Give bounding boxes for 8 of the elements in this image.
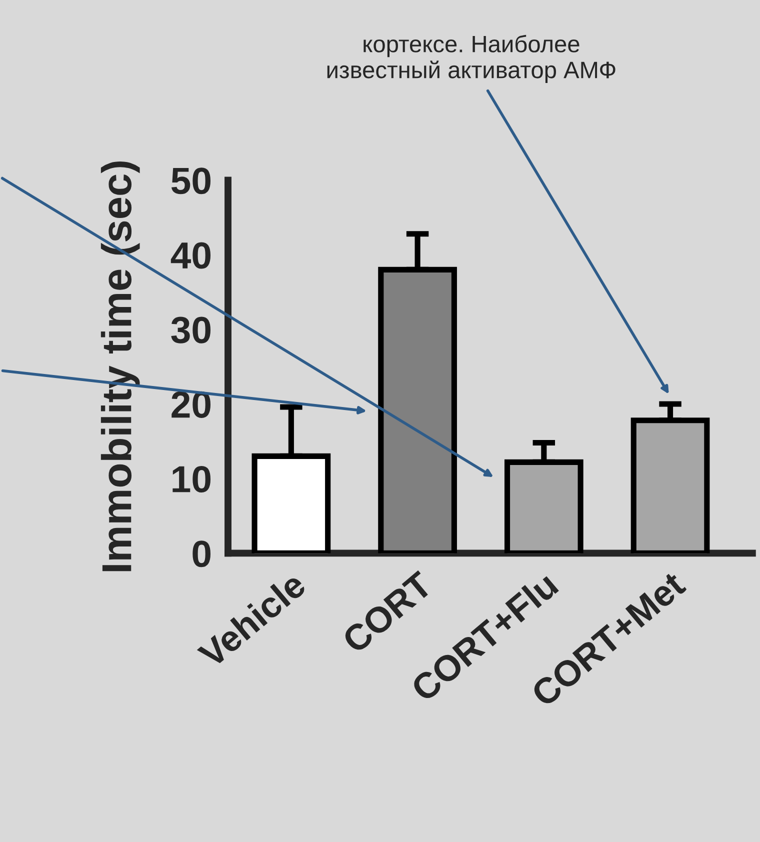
y-tick-label: 50 bbox=[171, 168, 210, 194]
y-tick-label: 0 bbox=[192, 540, 210, 568]
text: кортексе. Наиболее известный активатор АМФ bbox=[327, 34, 616, 84]
y-tick-label: 10 bbox=[172, 466, 210, 493]
y-tick-label: 40 bbox=[170, 242, 210, 269]
y-tick-label: 20 bbox=[172, 391, 210, 418]
y-axis-title: Immobility time (sec) bbox=[100, 162, 140, 572]
y-tick-label: 30 bbox=[171, 316, 210, 344]
